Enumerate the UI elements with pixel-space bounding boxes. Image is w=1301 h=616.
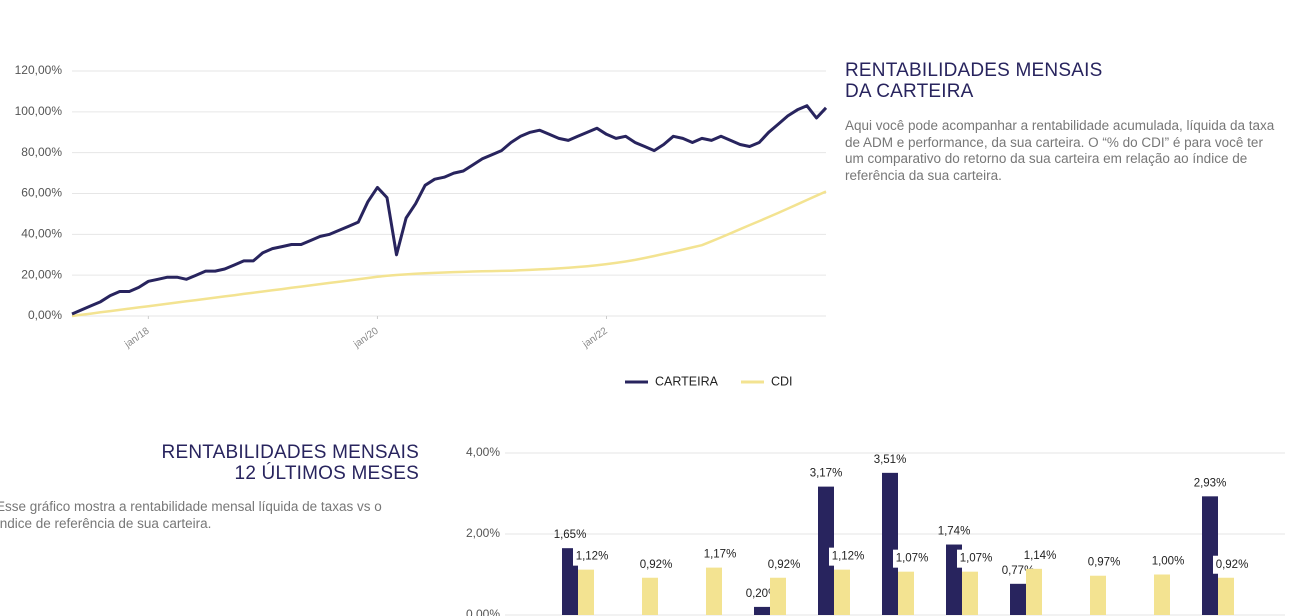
- data-label: 1,07%: [896, 553, 929, 565]
- y-tick-label: 20,00%: [21, 267, 62, 281]
- section-title: RENTABILIDADES MENSAIS 12 ÚLTIMOS MESES: [100, 442, 419, 484]
- bar: [962, 571, 978, 615]
- bar: [818, 486, 834, 615]
- section-text: Esse gráfico mostra a rentabilidade mens…: [0, 499, 382, 531]
- y-tick-label: 4,00%: [466, 445, 500, 459]
- legend-label: CDI: [771, 374, 793, 388]
- data-label: 1,00%: [1152, 556, 1185, 568]
- bar: [1010, 583, 1026, 615]
- label-box: [637, 555, 675, 574]
- bar: [1218, 577, 1234, 615]
- data-label: 3,51%: [874, 454, 907, 466]
- data-label: 1,12%: [832, 551, 865, 563]
- y-tick-label: 40,00%: [21, 227, 62, 241]
- title-line: DA CARTEIRA: [845, 81, 974, 102]
- bar: [1154, 574, 1170, 615]
- x-tick-label: jan/18: [122, 325, 152, 350]
- data-label: 1,17%: [704, 549, 737, 561]
- label-box: [1085, 553, 1123, 572]
- label-box: [829, 547, 867, 566]
- x-tick-label: jan/22: [580, 325, 610, 350]
- bar: [898, 571, 914, 615]
- bar: [754, 606, 770, 615]
- series-line: [71, 190, 827, 318]
- data-label: 1,12%: [576, 551, 609, 563]
- bar: [834, 569, 850, 615]
- data-label: 1,74%: [938, 526, 971, 538]
- bar: [1202, 496, 1218, 615]
- title-line: 12 ÚLTIMOS MESES: [234, 463, 419, 484]
- label-box: [701, 545, 739, 564]
- bar: [642, 577, 658, 615]
- data-label: 0,92%: [768, 559, 801, 571]
- legend-label: CARTEIRA: [655, 374, 719, 388]
- data-label: 0,92%: [640, 559, 673, 571]
- label-box: [1149, 552, 1187, 571]
- title-line: RENTABILIDADES MENSAIS: [845, 60, 1103, 81]
- data-label: 3,17%: [810, 468, 843, 480]
- y-tick-label: 2,00%: [466, 526, 500, 540]
- data-label: 2,93%: [1194, 477, 1227, 489]
- y-tick-label: 100,00%: [15, 104, 63, 118]
- label-box: [1021, 546, 1059, 565]
- title-line: RENTABILIDADES MENSAIS: [161, 442, 419, 463]
- bar: [882, 472, 898, 615]
- data-label: 1,07%: [960, 553, 993, 565]
- bar: [1026, 568, 1042, 615]
- label-box: [1213, 555, 1251, 574]
- bar: [578, 569, 594, 615]
- section-text: Aqui você pode acompanhar a rentabilidad…: [845, 118, 1275, 183]
- section-title: RENTABILIDADES MENSAIS DA CARTEIRA: [845, 60, 1102, 102]
- bar: [706, 567, 722, 615]
- y-tick-label: 0,00%: [28, 308, 62, 322]
- y-tick-label: 80,00%: [21, 145, 62, 159]
- label-box: [573, 547, 611, 566]
- y-tick-label: 60,00%: [21, 186, 62, 200]
- label-box: [957, 549, 995, 568]
- data-label: 1,14%: [1024, 550, 1057, 562]
- bar: [1090, 575, 1106, 615]
- series-line: [71, 104, 828, 316]
- data-label: 0,97%: [1088, 557, 1121, 569]
- y-tick-label: 0,00%: [466, 607, 500, 616]
- y-tick-label: 120,00%: [15, 63, 63, 77]
- data-label: 0,92%: [1216, 559, 1249, 571]
- data-label: 1,65%: [554, 529, 587, 541]
- label-box: [893, 549, 931, 568]
- label-box: [765, 555, 803, 574]
- bar: [770, 577, 786, 615]
- x-tick-label: jan/20: [351, 325, 381, 350]
